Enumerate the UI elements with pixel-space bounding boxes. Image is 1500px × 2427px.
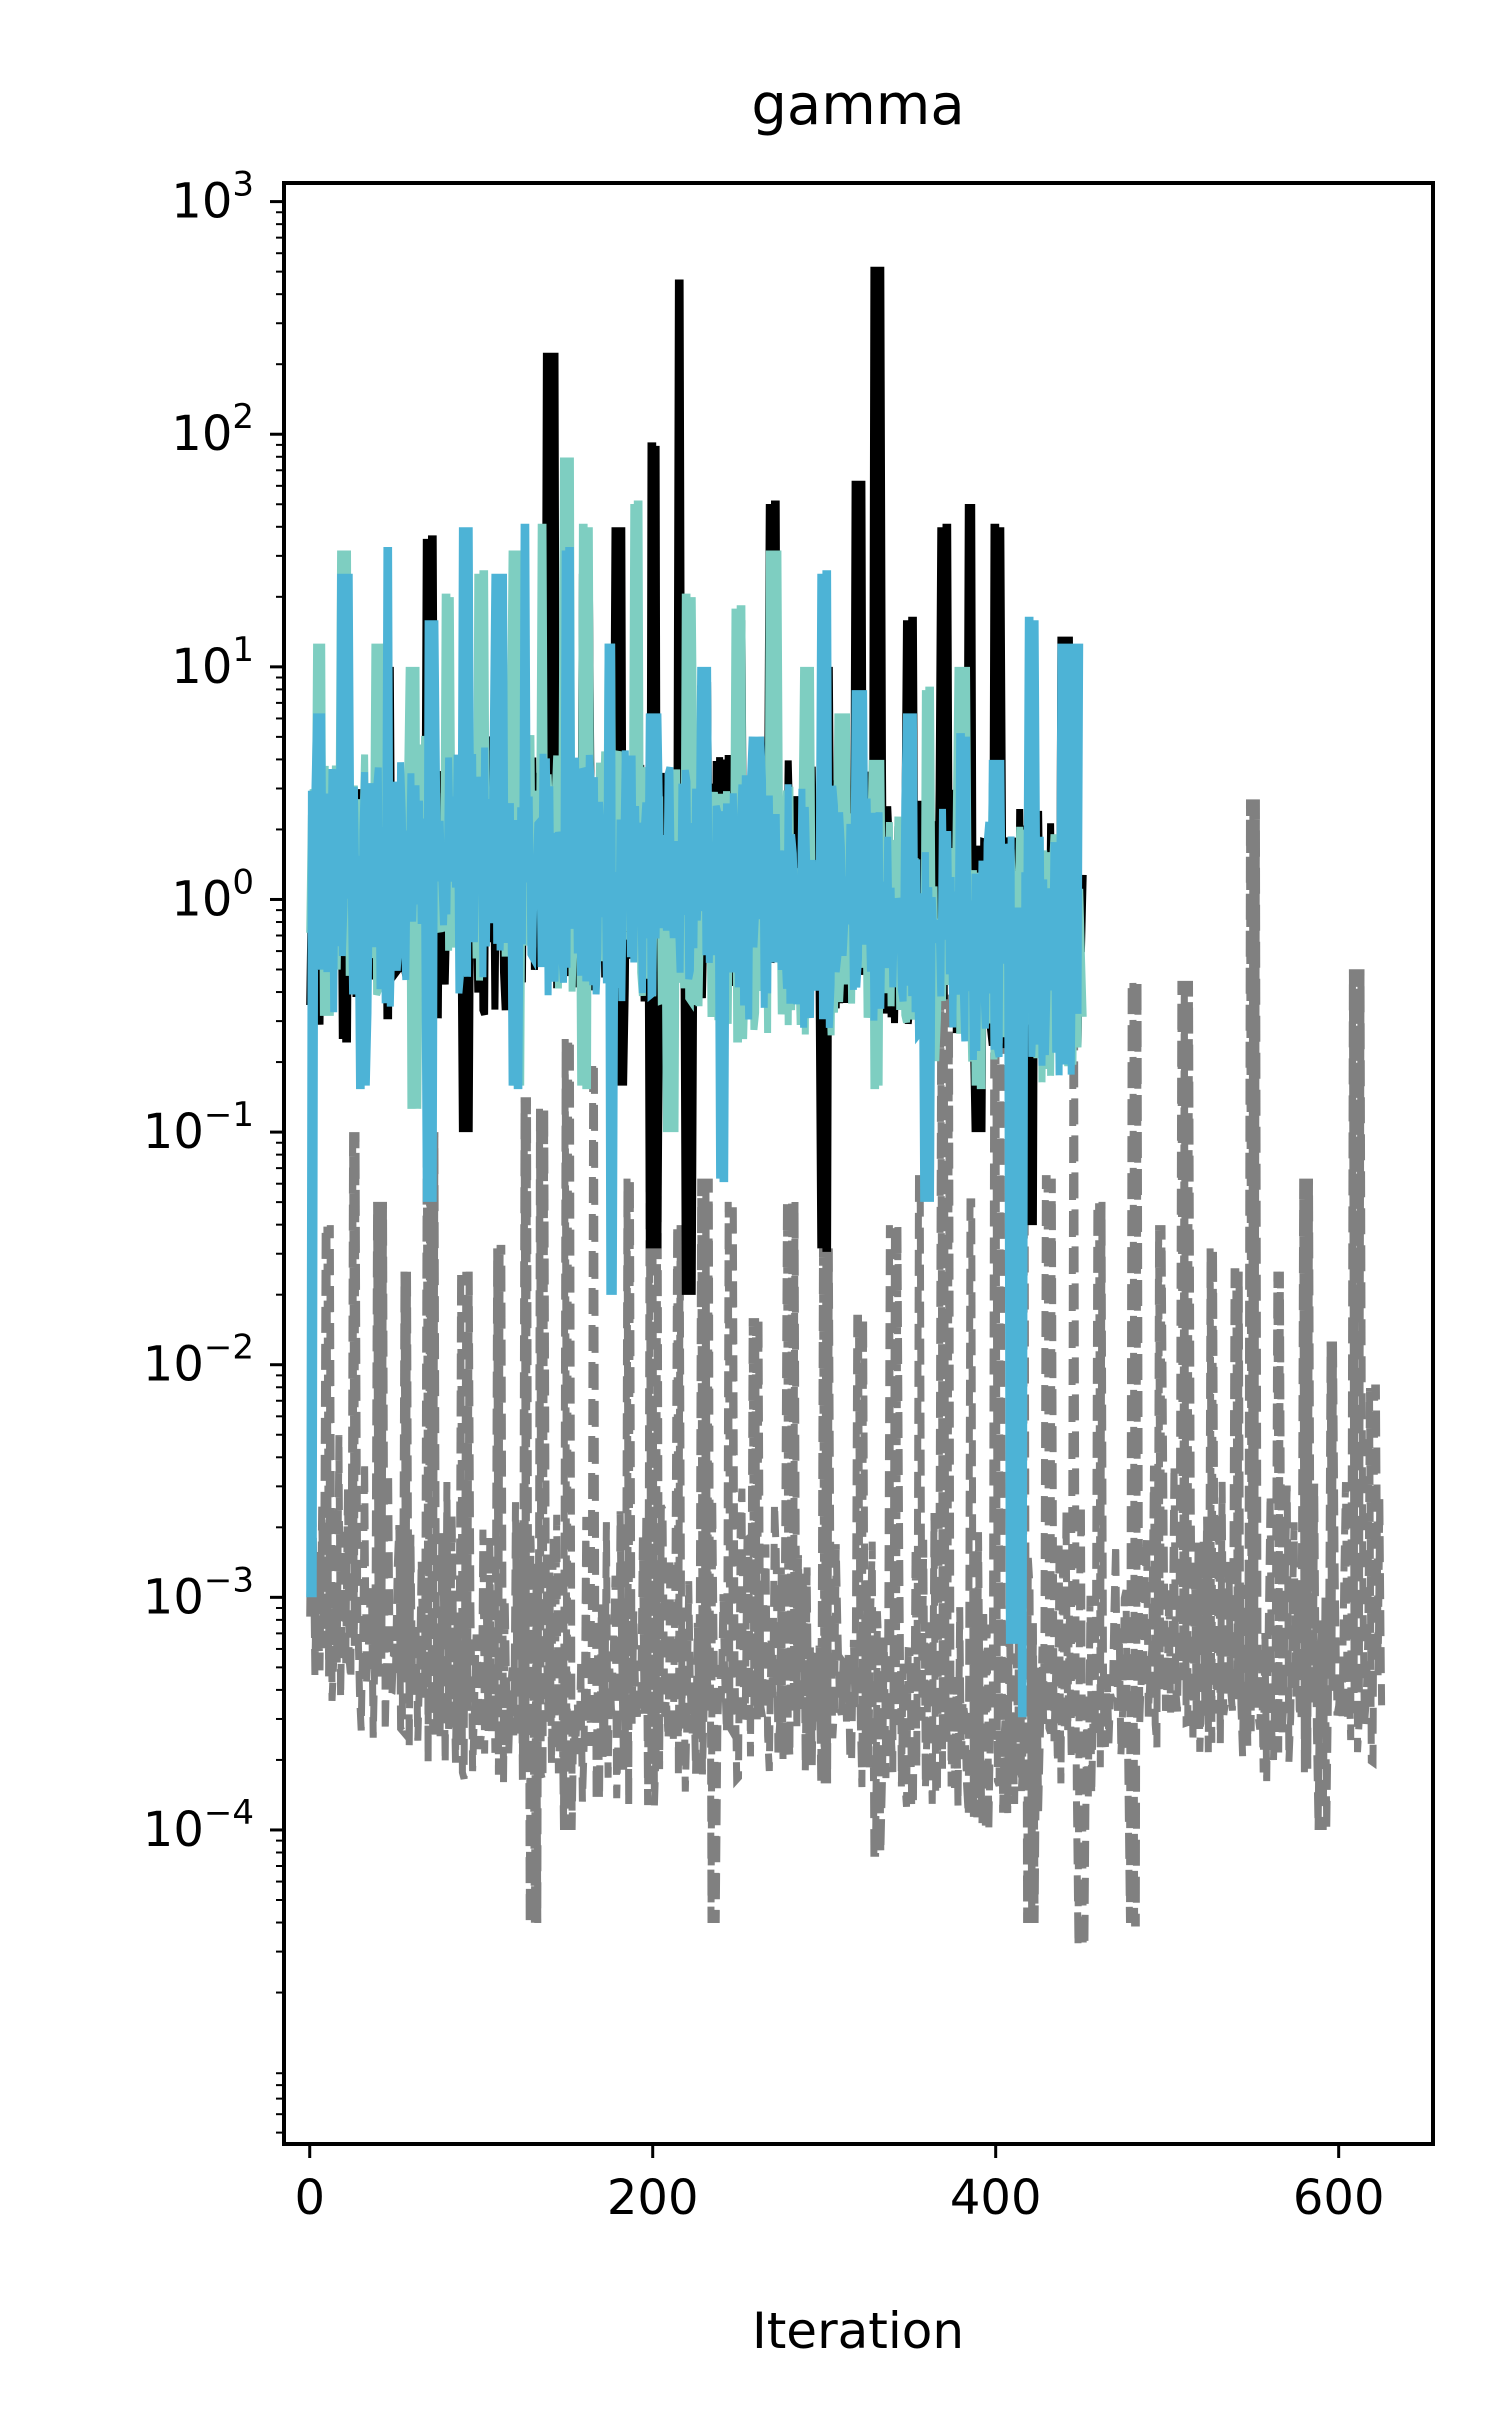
series-layer <box>306 266 1386 1950</box>
y-tick-label: 10−3 <box>143 1560 254 1625</box>
y-tick-label: 101 <box>171 630 254 695</box>
x-tick-label: 0 <box>294 2170 325 2226</box>
x-axis: 0 200 400 600 <box>294 2144 1384 2226</box>
series-line-3 <box>306 523 1084 1718</box>
x-tick-label: 200 <box>607 2170 699 2226</box>
plot-frame <box>282 181 1435 2146</box>
y-axis: 103 102 101 100 10−1 10−2 10−3 10−4 <box>143 165 284 2134</box>
x-tick-label: 600 <box>1293 2170 1385 2226</box>
x-axis-label: Iteration <box>752 2302 964 2360</box>
chart-title: gamma <box>751 73 964 138</box>
y-tick-label: 10−2 <box>143 1328 254 1393</box>
plot-area <box>282 181 1435 2146</box>
series-line-0 <box>306 799 1386 1950</box>
y-tick-label: 10−4 <box>143 1793 254 1858</box>
y-tick-label: 103 <box>171 165 254 230</box>
y-tick-label: 10−1 <box>143 1095 254 1160</box>
y-tick-label: 100 <box>171 862 254 927</box>
x-tick-label: 400 <box>950 2170 1042 2226</box>
y-tick-label: 102 <box>171 397 254 462</box>
